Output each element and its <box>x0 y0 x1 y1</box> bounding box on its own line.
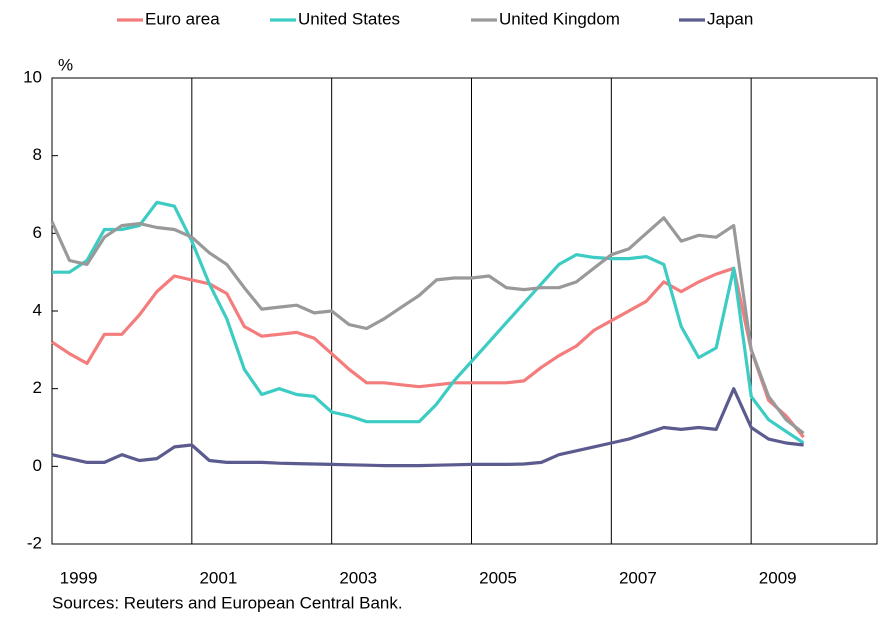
x-tick-label: 2009 <box>759 568 797 587</box>
source-note: Sources: Reuters and European Central Ba… <box>52 593 403 612</box>
series-line <box>51 266 805 439</box>
legend-label: Japan <box>707 9 753 28</box>
y-tick-label: 2 <box>33 378 42 397</box>
legend-label: Euro area <box>145 9 220 28</box>
plot-frame <box>51 77 878 545</box>
x-tick-label: 1999 <box>60 568 98 587</box>
x-tick-label: 2003 <box>339 568 377 587</box>
y-tick-label: 8 <box>33 145 42 164</box>
y-tick-label: 6 <box>33 223 42 242</box>
x-tick-label: 2007 <box>619 568 657 587</box>
y-axis-label: % <box>58 55 73 74</box>
legend-label: United States <box>298 9 400 28</box>
y-tick-label: -2 <box>27 533 42 552</box>
y-tick-label: 4 <box>33 300 42 319</box>
y-tick-label: 0 <box>33 456 42 475</box>
series-line <box>52 200 805 445</box>
series-line <box>50 216 805 435</box>
series-line <box>51 387 804 468</box>
legend-label: United Kingdom <box>499 9 620 28</box>
x-tick-label: 2005 <box>479 568 517 587</box>
y-tick-label: 10 <box>23 67 42 86</box>
x-tick-label: 2001 <box>199 568 237 587</box>
